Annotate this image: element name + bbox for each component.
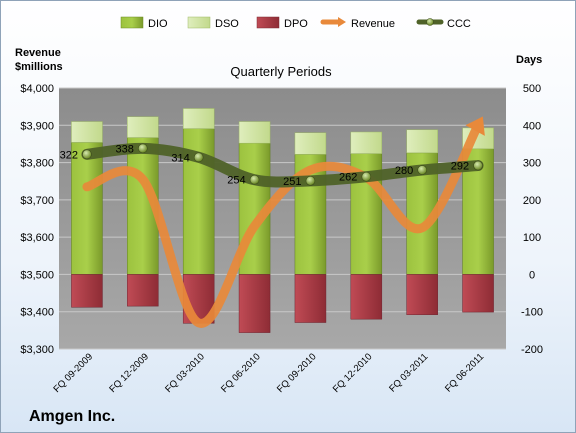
x-tick-label: FQ 12-2010 xyxy=(331,351,375,395)
left-tick-label: $3,300 xyxy=(20,344,54,356)
left-tick-label: $3,600 xyxy=(20,232,54,244)
ccc-point xyxy=(249,174,260,185)
ccc-data-label: 251 xyxy=(283,176,301,188)
left-tick-label: $3,700 xyxy=(20,195,54,207)
x-axis-ticks: FQ 09-2009 FQ 12-2009 FQ 03-2010 FQ 06-2010… xyxy=(51,351,486,395)
right-tick-label: 500 xyxy=(523,83,541,95)
legend-swatch-dio xyxy=(120,16,144,29)
ccc-point xyxy=(417,165,427,175)
legend-label-dso: DSO xyxy=(215,18,239,30)
right-tick-label: 0 xyxy=(529,269,535,281)
legend-arrow-revenue xyxy=(338,17,346,27)
ccc-data-label: 322 xyxy=(60,149,78,161)
legend-item-dpo: DPO xyxy=(256,16,308,30)
ccc-data-label: 314 xyxy=(171,152,189,164)
bar-dso xyxy=(71,121,103,143)
legend-label-ccc: CCC xyxy=(447,18,471,30)
ccc-data-label: 338 xyxy=(115,143,133,155)
x-tick-label: FQ 06-2010 xyxy=(219,351,263,395)
revenue-line xyxy=(82,120,483,328)
right-tick-label: -200 xyxy=(521,344,543,356)
legend-item-revenue: Revenue xyxy=(320,17,395,30)
x-tick-label: FQ 03-2010 xyxy=(163,351,207,395)
left-tick-label: $3,800 xyxy=(20,158,54,170)
right-tick-label: 400 xyxy=(523,120,541,132)
x-tick-label: FQ 12-2009 xyxy=(107,351,151,395)
bar-dpo xyxy=(462,274,494,313)
ccc-point xyxy=(193,152,204,163)
x-tick-label: FQ 06-2011 xyxy=(443,351,486,394)
ccc-point xyxy=(473,160,483,171)
ccc-point xyxy=(82,149,92,160)
revenue-arrowhead xyxy=(465,116,485,136)
bar-dpo xyxy=(127,274,159,307)
bar-dso xyxy=(350,131,383,154)
legend-label-revenue: Revenue xyxy=(351,18,395,30)
left-tick-label: $3,500 xyxy=(20,269,54,281)
legend-label-dpo: DPO xyxy=(284,18,308,30)
legend-item-ccc: CCC xyxy=(416,18,471,30)
left-axis-title-line2: $millions xyxy=(15,61,63,73)
left-axis-title-line1: Revenue xyxy=(15,47,61,59)
ccc-data-label: 262 xyxy=(339,172,357,184)
ccc-data-label: 254 xyxy=(227,175,245,187)
right-tick-label: 200 xyxy=(523,195,541,207)
bar-dso xyxy=(127,116,159,138)
x-tick-label: FQ 03-2011 xyxy=(387,351,430,394)
x-tick-label: FQ 09-2009 xyxy=(51,351,95,395)
bar-dso xyxy=(238,121,271,144)
legend-item-dso: DSO xyxy=(187,16,239,30)
ccc-point xyxy=(361,171,372,182)
left-tick-label: $3,900 xyxy=(20,120,54,132)
bars xyxy=(71,108,494,333)
left-tick-label: $4,000 xyxy=(20,83,54,95)
legend-swatch-dso xyxy=(187,16,211,29)
bar-dso xyxy=(294,132,327,155)
right-tick-label: 300 xyxy=(523,158,541,170)
x-tick-label: FQ 09-2010 xyxy=(275,351,319,395)
right-axis-title: Days xyxy=(516,54,542,66)
bar-dpo xyxy=(71,274,103,308)
ccc-data-label: 292 xyxy=(451,161,469,173)
right-tick-label: 100 xyxy=(523,232,541,244)
ccc-point xyxy=(138,143,148,154)
company-name: Amgen Inc. xyxy=(29,408,115,425)
legend-label-dio: DIO xyxy=(148,18,168,30)
bar-dio xyxy=(71,142,103,275)
right-tick-label: -100 xyxy=(521,307,543,319)
bar-dpo xyxy=(238,274,271,333)
bar-dpo xyxy=(406,274,438,315)
bar-dpo xyxy=(350,274,383,320)
revenue-series xyxy=(82,116,485,328)
bar-dso xyxy=(406,129,438,154)
ccc-series: 322 338 314 254 251 262 280 292 xyxy=(60,142,484,188)
left-tick-label: $3,400 xyxy=(20,307,54,319)
legend-dot-ccc xyxy=(426,18,434,26)
chart-title: Quarterly Periods xyxy=(230,64,332,79)
legend-item-dio: DIO xyxy=(120,16,168,30)
right-axis-ticks: -200 -100 0 100 200 300 400 500 xyxy=(521,83,543,356)
ccc-data-label: 280 xyxy=(395,165,413,177)
bar-dso xyxy=(182,108,215,129)
legend: DIO DSO DPO Revenue CCC xyxy=(120,16,471,30)
plot-area xyxy=(59,88,506,349)
legend-swatch-dpo xyxy=(256,16,280,29)
left-axis-ticks: $3,300 $3,400 $3,500 $3,600 $3,700 $3,800 $3,9… xyxy=(20,83,54,356)
bar-dpo xyxy=(294,274,327,323)
ccc-point xyxy=(305,176,316,186)
